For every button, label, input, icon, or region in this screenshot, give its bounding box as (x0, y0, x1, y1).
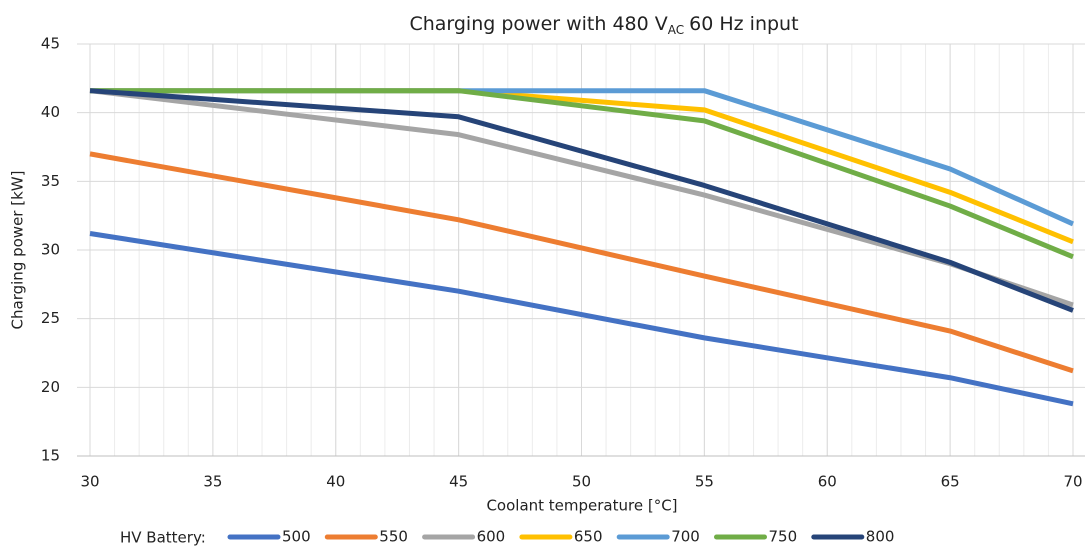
x-tick-label: 65 (941, 473, 960, 491)
x-axis-label: Coolant temperature [°C] (486, 497, 677, 515)
series-line (89, 151, 1074, 374)
legend-label: 500 (282, 528, 311, 546)
y-tick-label: 25 (41, 309, 60, 327)
legend-title: HV Battery: (120, 529, 206, 547)
y-tick-label: 45 (41, 35, 60, 53)
legend-label: 650 (574, 528, 603, 546)
legend-label: 600 (477, 528, 506, 546)
x-tick-label: 70 (1063, 473, 1082, 491)
series-line (90, 88, 1074, 260)
x-tick-label: 40 (326, 473, 345, 491)
series-line (89, 88, 1074, 313)
y-tick-label: 20 (41, 378, 60, 396)
chart-title: Charging power with 480 VAC 60 Hz input (409, 13, 798, 37)
legend-label: 800 (866, 528, 895, 546)
series-line (89, 231, 1074, 407)
x-tick-label: 50 (572, 473, 591, 491)
title-main: Charging power with 480 V (409, 13, 667, 35)
x-tick-label: 55 (695, 473, 714, 491)
legend-label: 750 (769, 528, 798, 546)
legend-label: 700 (671, 528, 700, 546)
y-axis-label: Charging power [kW] (9, 171, 27, 330)
x-tick-label: 35 (203, 473, 222, 491)
title-subscript: AC (668, 23, 684, 37)
y-tick-label: 40 (41, 103, 60, 121)
y-tick-label: 15 (41, 447, 60, 465)
y-tick-label: 35 (41, 172, 60, 190)
x-tick-label: 30 (80, 473, 99, 491)
legend-label: 550 (379, 528, 408, 546)
y-tick-label: 30 (41, 241, 60, 259)
x-tick-label: 60 (818, 473, 837, 491)
title-end: 60 Hz input (689, 13, 798, 35)
x-tick-label: 45 (449, 473, 468, 491)
